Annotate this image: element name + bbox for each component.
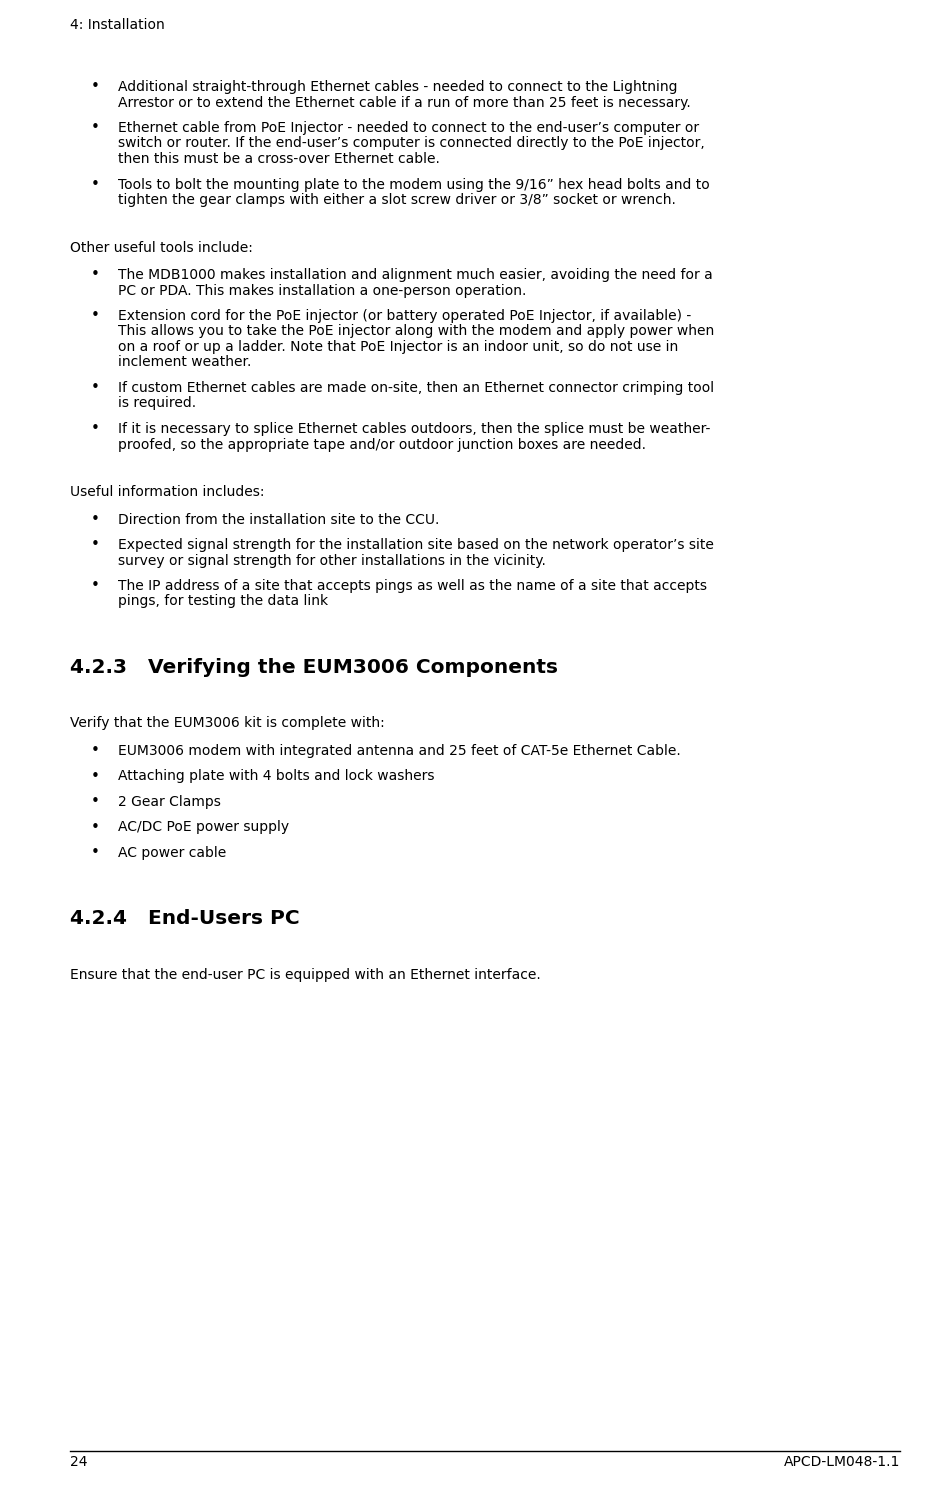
Text: inclement weather.: inclement weather.	[118, 355, 251, 369]
Text: If it is necessary to splice Ethernet cables outdoors, then the splice must be w: If it is necessary to splice Ethernet ca…	[118, 423, 710, 436]
Text: 24: 24	[70, 1456, 87, 1469]
Text: •: •	[91, 537, 99, 552]
Text: on a roof or up a ladder. Note that PoE Injector is an indoor unit, so do not us: on a roof or up a ladder. Note that PoE …	[118, 340, 678, 354]
Text: Verify that the EUM3006 kit is complete with:: Verify that the EUM3006 kit is complete …	[70, 717, 385, 730]
Text: Attaching plate with 4 bolts and lock washers: Attaching plate with 4 bolts and lock wa…	[118, 769, 434, 784]
Text: •: •	[91, 820, 99, 835]
Text: 4.2.4   End-Users PC: 4.2.4 End-Users PC	[70, 909, 299, 929]
Text: •: •	[91, 178, 99, 193]
Text: •: •	[91, 381, 99, 396]
Text: 2 Gear Clamps: 2 Gear Clamps	[118, 794, 220, 809]
Text: •: •	[91, 79, 99, 94]
Text: Tools to bolt the mounting plate to the modem using the 9/16” hex head bolts and: Tools to bolt the mounting plate to the …	[118, 178, 710, 191]
Text: •: •	[91, 267, 99, 282]
Text: AC/DC PoE power supply: AC/DC PoE power supply	[118, 821, 289, 835]
Text: Extension cord for the PoE injector (or battery operated PoE Injector, if availa: Extension cord for the PoE injector (or …	[118, 309, 691, 322]
Text: Expected signal strength for the installation site based on the network operator: Expected signal strength for the install…	[118, 537, 714, 552]
Text: survey or signal strength for other installations in the vicinity.: survey or signal strength for other inst…	[118, 554, 546, 567]
Text: If custom Ethernet cables are made on-site, then an Ethernet connector crimping : If custom Ethernet cables are made on-si…	[118, 381, 714, 396]
Text: EUM3006 modem with integrated antenna and 25 feet of CAT-5e Ethernet Cable.: EUM3006 modem with integrated antenna an…	[118, 744, 681, 758]
Text: tighten the gear clamps with either a slot screw driver or 3/8” socket or wrench: tighten the gear clamps with either a sl…	[118, 193, 676, 208]
Text: 4: Installation: 4: Installation	[70, 18, 165, 31]
Text: APCD-LM048-1.1: APCD-LM048-1.1	[783, 1456, 900, 1469]
Text: •: •	[91, 121, 99, 136]
Text: then this must be a cross-over Ethernet cable.: then this must be a cross-over Ethernet …	[118, 152, 440, 166]
Text: Additional straight-through Ethernet cables - needed to connect to the Lightning: Additional straight-through Ethernet cab…	[118, 81, 677, 94]
Text: This allows you to take the PoE injector along with the modem and apply power wh: This allows you to take the PoE injector…	[118, 324, 714, 339]
Text: •: •	[91, 794, 99, 809]
Text: The IP address of a site that accepts pings as well as the name of a site that a: The IP address of a site that accepts pi…	[118, 579, 707, 593]
Text: is required.: is required.	[118, 397, 196, 411]
Text: •: •	[91, 512, 99, 527]
Text: Ensure that the end-user PC is equipped with an Ethernet interface.: Ensure that the end-user PC is equipped …	[70, 967, 540, 982]
Text: proofed, so the appropriate tape and/or outdoor junction boxes are needed.: proofed, so the appropriate tape and/or …	[118, 437, 646, 451]
Text: •: •	[91, 769, 99, 784]
Text: •: •	[91, 578, 99, 594]
Text: •: •	[91, 744, 99, 758]
Text: •: •	[91, 845, 99, 860]
Text: •: •	[91, 421, 99, 436]
Text: switch or router. If the end-user’s computer is connected directly to the PoE in: switch or router. If the end-user’s comp…	[118, 136, 704, 151]
Text: Arrestor or to extend the Ethernet cable if a run of more than 25 feet is necess: Arrestor or to extend the Ethernet cable…	[118, 96, 690, 109]
Text: 4.2.3   Verifying the EUM3006 Components: 4.2.3 Verifying the EUM3006 Components	[70, 658, 558, 676]
Text: AC power cable: AC power cable	[118, 847, 226, 860]
Text: pings, for testing the data link: pings, for testing the data link	[118, 594, 328, 609]
Text: Direction from the installation site to the CCU.: Direction from the installation site to …	[118, 512, 439, 527]
Text: Useful information includes:: Useful information includes:	[70, 485, 265, 499]
Text: The MDB1000 makes installation and alignment much easier, avoiding the need for : The MDB1000 makes installation and align…	[118, 269, 713, 282]
Text: •: •	[91, 309, 99, 324]
Text: Other useful tools include:: Other useful tools include:	[70, 240, 253, 254]
Text: Ethernet cable from PoE Injector - needed to connect to the end-user’s computer : Ethernet cable from PoE Injector - neede…	[118, 121, 699, 134]
Text: PC or PDA. This makes installation a one-person operation.: PC or PDA. This makes installation a one…	[118, 284, 526, 297]
